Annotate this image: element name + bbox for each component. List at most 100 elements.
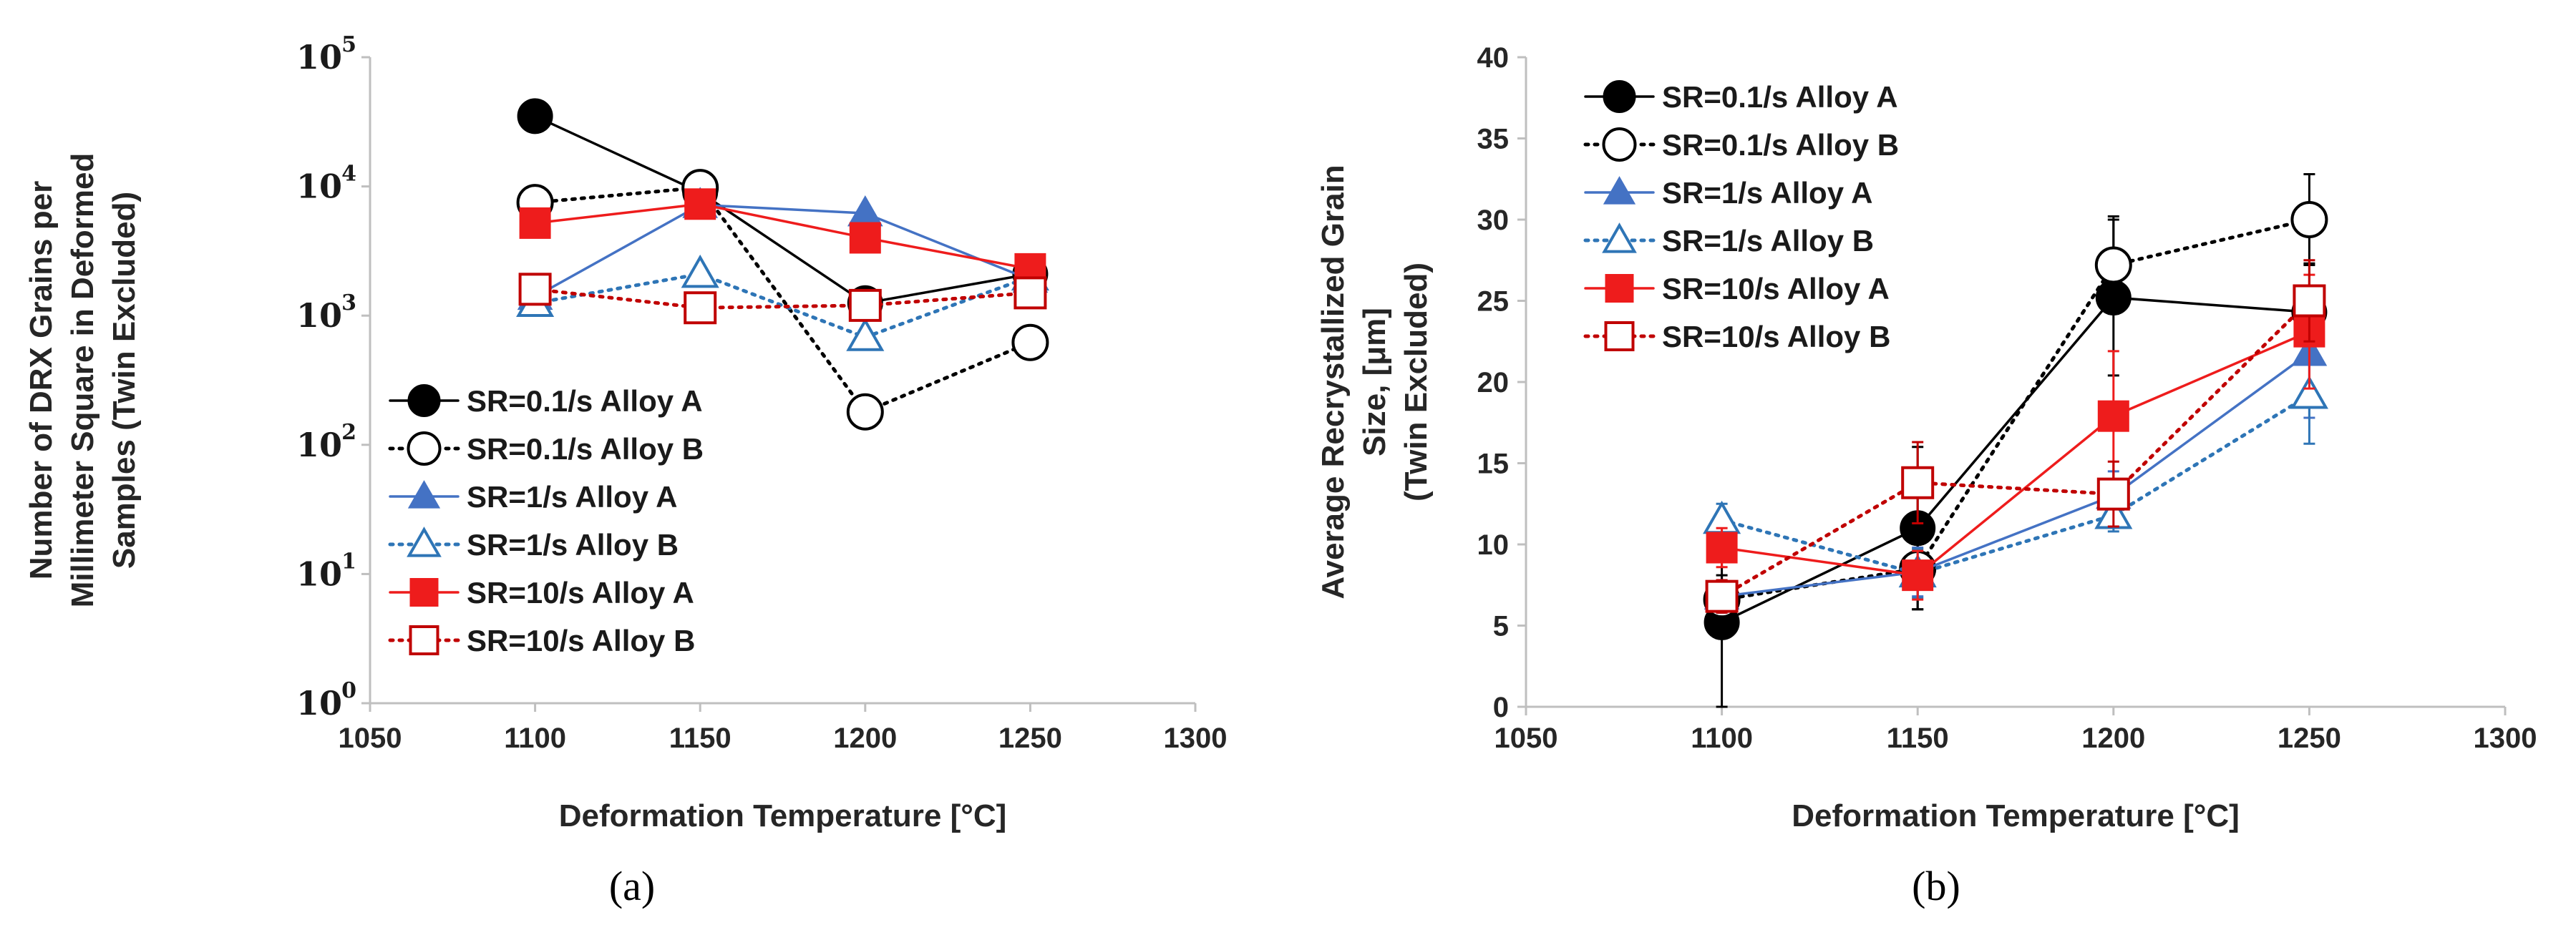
chart-b-y-tick-label: 0 <box>1493 692 1509 723</box>
chart-a-x-tick-label: 1150 <box>669 723 732 754</box>
chart-b-legend-label: SR=10/s Alloy A <box>1662 272 1890 305</box>
chart-b-legend-marker <box>1603 80 1636 113</box>
chart-b-legend-marker <box>1602 222 1637 253</box>
chart-b-data-point <box>2290 201 2328 238</box>
chart-a-y-tick-exp: 1 <box>341 549 356 574</box>
chart-a-legend-marker <box>407 431 442 466</box>
chart-a-legend-label: SR=10/s Alloy A <box>467 576 694 610</box>
chart-a-legend-label: SR=10/s Alloy B <box>467 624 695 657</box>
chart-a-y-tick-label: 010 <box>296 678 356 723</box>
chart-a-y-tick-label: 110 <box>296 549 356 593</box>
chart-a-legend-item-sr-1-s-alloy-a: SR=1/s Alloy A <box>389 480 678 514</box>
chart-a-data-point <box>849 222 881 254</box>
chart-b-data-point <box>2096 477 2130 511</box>
chart-b-data-point <box>1705 579 1739 613</box>
chart-a-data-point <box>517 98 553 134</box>
chart-b-legend-item-sr-0-1-s-alloy-b: SR=0.1/s Alloy B <box>1583 127 1899 162</box>
chart-b-legend-label: SR=0.1/s Alloy A <box>1662 80 1898 114</box>
chart-b-data-point <box>1706 532 1738 564</box>
chart-a-x-tick-label: 1050 <box>339 723 402 754</box>
chart-a-x-tick-label: 1300 <box>1164 723 1228 754</box>
chart-a-data-point <box>1014 276 1047 310</box>
chart-a-x-tick-label: 1100 <box>504 723 566 754</box>
chart-a-y-tick-base: 10 <box>296 167 342 206</box>
chart-b-series-line <box>1720 330 2311 577</box>
chart-a-x-label: Deformation Temperature [°C] <box>559 798 1007 833</box>
chart-b-y-label-line: Size, [μm] <box>1357 308 1392 456</box>
chart-b-legend-label: SR=0.1/s Alloy B <box>1662 128 1899 162</box>
chart-b-y-tick-label: 20 <box>1477 367 1510 398</box>
chart-a-data-point <box>846 318 885 351</box>
chart-a-y-tick-base: 10 <box>296 38 342 77</box>
chart-b-series-line <box>1720 299 2311 599</box>
chart-b-y-label-line: (Twin Excluded) <box>1399 263 1434 501</box>
chart-b-series-line <box>1720 351 2311 598</box>
chart-b-data-point <box>2290 376 2328 409</box>
chart-b-y-tick-label: 15 <box>1477 449 1510 480</box>
chart-b-legend-marker <box>1602 127 1637 162</box>
chart-b-legend-label: SR=1/s Alloy A <box>1662 176 1873 210</box>
chart-a-legend-item-sr-0-1-s-alloy-a: SR=0.1/s Alloy A <box>389 384 703 418</box>
chart-b-legend-item-sr-0-1-s-alloy-a: SR=0.1/s Alloy A <box>1584 80 1898 114</box>
chart-b-series-sr-10-s-alloy-b <box>1705 259 2326 614</box>
chart-a-legend-marker <box>409 625 439 655</box>
chart-a-y-tick-label: 410 <box>296 162 356 206</box>
chart-a-series-line <box>533 202 1032 270</box>
chart-a-series-line <box>533 287 1032 310</box>
chart-a-data-point <box>846 393 884 431</box>
chart-b-y-tick-label: 5 <box>1493 611 1509 642</box>
chart-a-data-point <box>848 288 882 322</box>
chart-b-x-tick-label: 1200 <box>2081 723 2145 754</box>
chart-a: 1050 1100 1150 1200 1250 13000101102103104105… <box>24 32 1227 833</box>
chart-a-data-point <box>684 291 717 325</box>
chart-a-y-label-line: Samples (Twin Excluded) <box>107 192 142 569</box>
chart-b-data-point <box>2094 246 2132 284</box>
chart-a-y-tick-base: 10 <box>296 426 342 464</box>
chart-a-y-label-line: Millimeter Square in Deformed <box>65 153 100 608</box>
chart-b-series-line <box>1720 296 2311 624</box>
chart-b-legend-item-sr-10-s-alloy-b: SR=10/s Alloy B <box>1583 320 1890 353</box>
chart-a-series-line <box>533 185 1032 414</box>
chart-a-legend-label: SR=1/s Alloy A <box>467 480 678 514</box>
chart-a-legend-marker <box>407 480 441 509</box>
chart-a-data-point <box>847 195 883 227</box>
chart-a-legend-marker <box>409 578 439 607</box>
chart-b-y-tick-label: 40 <box>1477 42 1510 74</box>
chart-b-data-point <box>1901 466 1935 499</box>
chart-a-y-tick-label: 210 <box>296 420 356 464</box>
chart-b-y-tick-label: 10 <box>1477 529 1510 561</box>
chart-a-series-line <box>533 203 1032 298</box>
chart-b-data-point <box>1902 559 1934 592</box>
chart-a-series-line <box>533 114 1032 305</box>
chart-a-series-sr-10-s-alloy-a <box>519 188 1046 285</box>
chart-a-y-tick-exp: 0 <box>341 678 356 703</box>
chart-b-x-tick-label: 1100 <box>1691 723 1753 754</box>
chart-b-legend-marker <box>1603 176 1636 205</box>
chart-b-legend-label: SR=1/s Alloy B <box>1662 224 1874 258</box>
chart-a-series-sr-1-s-alloy-b <box>516 254 1049 351</box>
chart-a-series-sr-10-s-alloy-b <box>518 273 1047 325</box>
chart-a-y-tick-exp: 2 <box>341 420 356 445</box>
chart-a-legend-label: SR=1/s Alloy B <box>467 528 679 562</box>
chart-b-legend-label: SR=10/s Alloy B <box>1662 320 1890 353</box>
chart-b-x-label: Deformation Temperature [°C] <box>1792 798 2240 833</box>
chart-a-data-point <box>519 207 551 239</box>
chart-a-data-point <box>684 188 716 220</box>
chart-a-data-point <box>1011 323 1049 361</box>
chart-a-y-tick-exp: 4 <box>341 162 356 187</box>
chart-b-legend-marker <box>1605 274 1634 303</box>
chart-a-legend-item-sr-10-s-alloy-a: SR=10/s Alloy A <box>389 576 694 610</box>
chart-a-legend-item-sr-0-1-s-alloy-b: SR=0.1/s Alloy B <box>388 431 704 466</box>
chart-b-y-label-line: Average Recrystallized Grain <box>1316 165 1351 599</box>
chart-a-y-tick-base: 10 <box>296 684 342 723</box>
chart-a-y-tick-base: 10 <box>296 296 342 335</box>
chart-a-legend-marker <box>407 384 441 417</box>
chart-b-y-tick-label: 30 <box>1477 205 1510 236</box>
chart-b-data-point <box>2293 284 2326 318</box>
chart-b-series-line <box>1720 393 2311 576</box>
chart-a-data-point <box>681 254 719 288</box>
chart-a-y-tick-base: 10 <box>296 554 342 593</box>
chart-a-y-tick-label: 310 <box>296 290 356 335</box>
chart-b-x-tick-label: 1250 <box>2278 723 2341 754</box>
